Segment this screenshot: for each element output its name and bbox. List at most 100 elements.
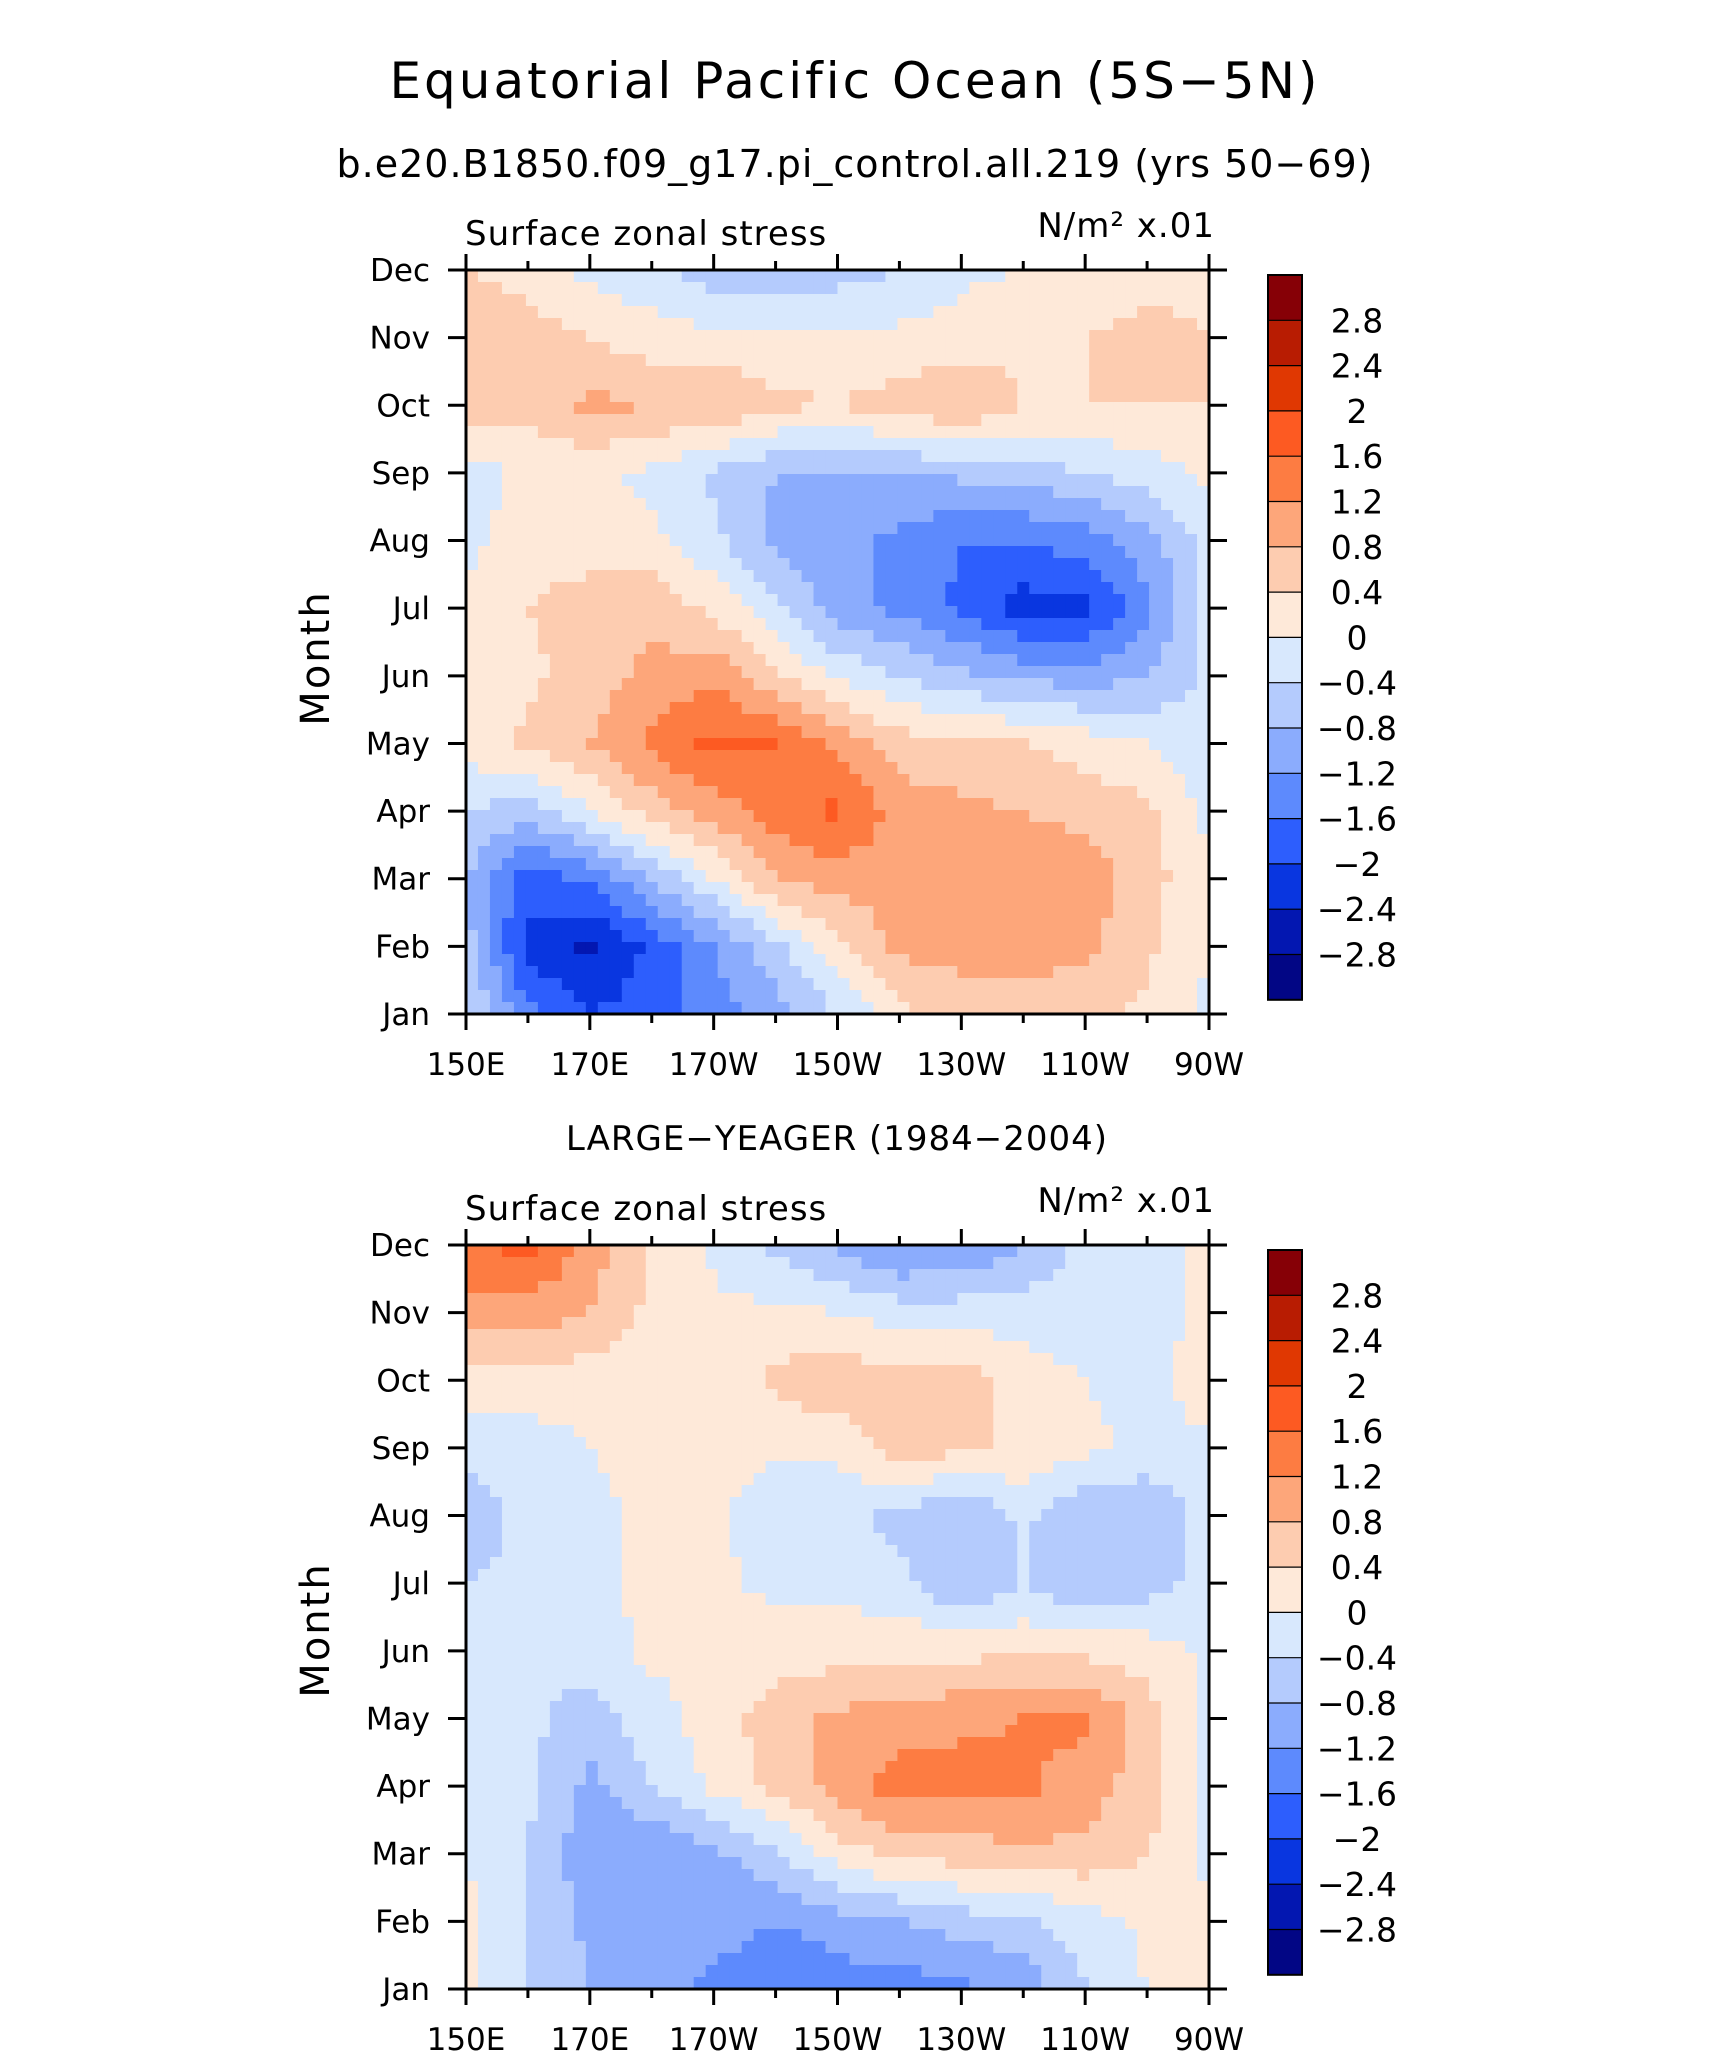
contour-cell [645, 282, 659, 295]
contour-cell [477, 798, 491, 811]
contour-cell [741, 654, 755, 667]
contour-cell [777, 1281, 791, 1294]
contour-cell [1041, 354, 1054, 367]
contour-cell [466, 738, 479, 751]
contour-cell [1029, 978, 1042, 991]
contour-cell [633, 918, 647, 931]
contour-cell [873, 330, 887, 343]
contour-cell [1185, 834, 1198, 847]
contour-cell [609, 570, 623, 583]
contour-cell [753, 498, 767, 511]
contour-cell [813, 486, 827, 499]
contour-cell [1041, 738, 1054, 751]
contour-cell [525, 822, 539, 835]
contour-cell [993, 1365, 1006, 1378]
contour-cell [645, 390, 659, 403]
contour-cell [885, 798, 899, 811]
contour-cell [573, 846, 587, 859]
contour-cell [837, 762, 851, 775]
contour-cell [633, 534, 647, 547]
contour-cell [1125, 294, 1138, 307]
contour-cell [909, 510, 922, 523]
contour-cell [693, 978, 707, 991]
contour-cell [1017, 522, 1030, 535]
contour-cell [1149, 906, 1162, 919]
contour-cell [633, 1437, 647, 1450]
contour-cell [669, 450, 683, 463]
contour-cell [945, 858, 958, 871]
contour-cell [657, 606, 671, 619]
contour-cell [849, 942, 863, 955]
contour-cell [609, 690, 623, 703]
contour-cell [717, 1317, 731, 1330]
contour-cell [561, 1401, 575, 1414]
contour-cell [645, 318, 659, 331]
contour-cell [993, 330, 1006, 343]
contour-cell [969, 294, 982, 307]
contour-cell [741, 330, 755, 343]
contour-cell [729, 282, 743, 295]
contour-cell [645, 462, 659, 475]
contour-cell [657, 1401, 671, 1414]
contour-cell [801, 270, 815, 283]
contour-cell [489, 1269, 503, 1282]
contour-cell [897, 726, 910, 739]
contour-cell [753, 534, 767, 547]
contour-cell [1101, 462, 1114, 475]
contour-cell [945, 1365, 958, 1378]
contour-cell [885, 450, 899, 463]
contour-cell [1017, 978, 1030, 991]
contour-cell [633, 282, 647, 295]
contour-cell [1161, 1401, 1174, 1414]
contour-cell [525, 834, 539, 847]
colorbar: 2.82.421.61.20.80.40−0.4−0.8−1.2−1.6−2−2… [1267, 274, 1397, 1001]
contour-cell [801, 762, 815, 775]
contour-cell [1089, 402, 1102, 415]
contour-cell [753, 1257, 767, 1270]
contour-cell [1053, 1329, 1066, 1342]
contour-cell [561, 1293, 575, 1306]
contour-cell [717, 1281, 731, 1294]
contour-cell [1065, 666, 1078, 679]
contour-cell [705, 342, 719, 355]
contour-cell [597, 1365, 611, 1378]
contour-cell [1041, 522, 1054, 535]
contour-cell [645, 642, 659, 655]
contour-cell [1161, 582, 1174, 595]
contour-cell [849, 438, 863, 451]
contour-cell [1185, 546, 1198, 559]
x-tick-label: 110W [1040, 1047, 1130, 1083]
contour-cell [477, 486, 491, 499]
contour-cell [525, 306, 539, 319]
contour-cell [597, 1269, 611, 1282]
contour-cell [1149, 834, 1162, 847]
contour-cell [741, 954, 755, 967]
contour-cell [765, 1437, 779, 1450]
contour-cell [993, 1389, 1006, 1402]
contour-cell [1125, 942, 1138, 955]
contour-cell [921, 858, 934, 871]
contour-cell [945, 318, 958, 331]
contour-cell [1125, 1002, 1138, 1015]
contour-cell [729, 390, 743, 403]
contour-cell [669, 738, 683, 751]
contour-cell [849, 666, 863, 679]
contour-cell [837, 414, 851, 427]
contour-cell [693, 390, 707, 403]
contour-cell [525, 942, 539, 955]
contour-cell [1125, 498, 1138, 511]
contour-cell [993, 1257, 1006, 1270]
contour-cell [561, 270, 575, 283]
contour-cell [1089, 522, 1102, 535]
contour-cell [1173, 270, 1186, 283]
contour-cell [549, 750, 563, 763]
contour-cell [1041, 582, 1054, 595]
contour-cell [897, 342, 910, 355]
contour-cell [549, 438, 563, 451]
contour-cell [561, 666, 575, 679]
contour-cell [537, 750, 551, 763]
contour-cell [741, 1413, 755, 1426]
contour-cell [765, 282, 779, 295]
contour-cell [933, 450, 946, 463]
contour-cell [1137, 1305, 1150, 1318]
